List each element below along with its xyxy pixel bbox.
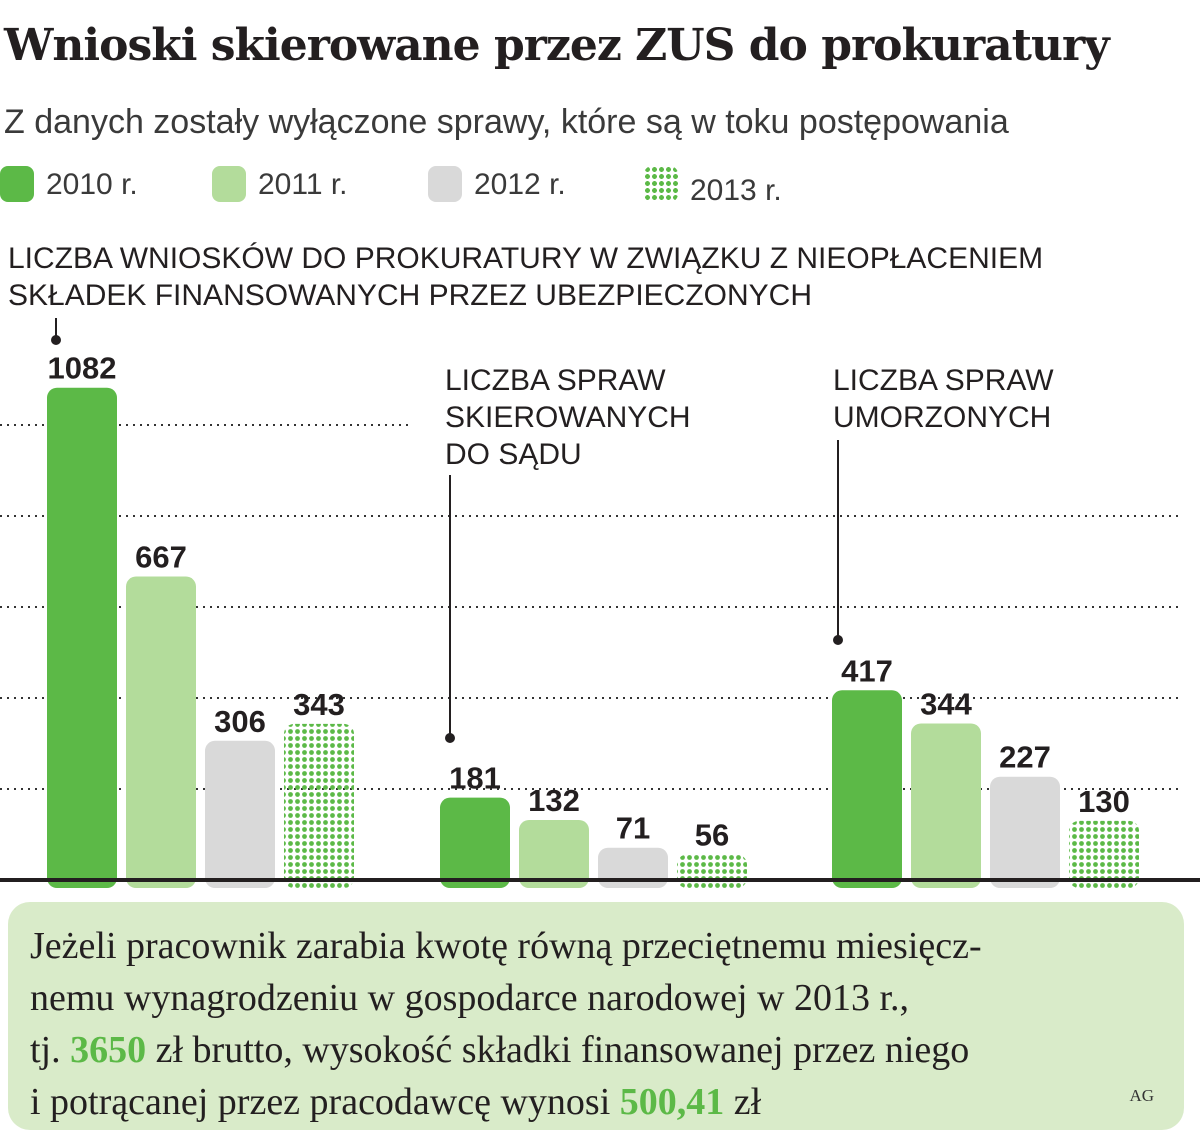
group-label-1-line-2: SKŁADEK FINANSOWANYCH PRZEZ UBEZPIECZONY… xyxy=(8,279,812,312)
value-label-group-1-2012: 306 xyxy=(214,704,266,739)
info-line-4-suffix: zł xyxy=(724,1081,762,1123)
legend-label-2010: 2010 r. xyxy=(46,168,138,201)
group-label-2-line-1: LICZBA SPRAW xyxy=(445,364,666,397)
value-label-group-2-2013: 56 xyxy=(695,818,729,853)
bar-group-3-2010 xyxy=(832,690,902,888)
value-label-group-1-2011: 667 xyxy=(135,540,187,575)
group-label-2-line-3: DO SĄDU xyxy=(445,438,582,471)
group-label-1-line-1: LICZBA WNIOSKÓW DO PROKURATURY W ZWIĄZKU… xyxy=(8,242,1043,275)
bar-group-2-2010 xyxy=(440,797,510,888)
bar-group-2-2012 xyxy=(598,847,668,888)
info-line-3: tj. 3650 zł brutto, wysokość składki fin… xyxy=(30,1024,1174,1076)
info-line-4-prefix: i potrącanej przez pracodawcę wynosi xyxy=(30,1081,620,1123)
legend-swatch-2010 xyxy=(0,166,34,202)
info-line-4: i potrącanej przez pracodawcę wynosi 500… xyxy=(30,1076,1174,1128)
bar-group-2-2013 xyxy=(677,854,747,888)
legend-label-2012: 2012 r. xyxy=(474,168,566,201)
value-label-group-2-2011: 132 xyxy=(528,783,580,818)
subtitle: Z danych zostały wyłączone sprawy, które… xyxy=(4,103,1009,141)
info-line-1: Jeżeli pracownik zarabia kwotę równą prz… xyxy=(30,925,982,967)
bar-group-3-2011 xyxy=(911,723,981,888)
leader-line-court-dot xyxy=(445,733,455,743)
bar-group-1-2013 xyxy=(284,723,354,888)
page-title: Wnioski skierowane przez ZUS do prokurat… xyxy=(4,20,1110,71)
info-line-3-suffix: zł brutto, wysokość składki finansowanej… xyxy=(146,1029,970,1071)
bar-group-2-2011 xyxy=(519,819,589,888)
value-label-group-2-2012: 71 xyxy=(616,811,650,846)
bar-chart: LICZBA WNIOSKÓW DO PROKURATURY W ZWIĄZKU… xyxy=(0,242,1200,888)
value-label-group-3-2010: 417 xyxy=(841,653,893,688)
group-label-3-line-2: UMORZONYCH xyxy=(833,401,1051,434)
bar-group-3-2013 xyxy=(1069,820,1139,888)
info-line-2: nemu wynagrodzeniu w gospodarce narodowe… xyxy=(30,977,910,1019)
legend: 2010 r. 2011 r. 2012 r. 2013 r. xyxy=(0,162,1200,212)
group-label-2-line-2: SKIEROWANYCH xyxy=(445,401,691,434)
credit: AG xyxy=(1129,1086,1154,1105)
group-label-3-line-1: LICZBA SPRAW xyxy=(833,364,1054,397)
legend-swatch-2013 xyxy=(644,166,678,202)
salary-amount: 3650 xyxy=(70,1029,147,1071)
legend-label-2013: 2013 r. xyxy=(690,174,782,207)
bar-group-1-2010 xyxy=(47,387,117,888)
info-box: Jeżeli pracownik zarabia kwotę równą prz… xyxy=(8,902,1184,1130)
leader-line-discontinued-dot xyxy=(833,635,843,645)
bar-group-3-2012 xyxy=(990,776,1060,888)
value-label-group-3-2012: 227 xyxy=(999,740,1051,775)
bar-group-1-2012 xyxy=(205,740,275,888)
value-label-group-1-2013: 343 xyxy=(293,687,345,722)
leader-line-requests-dot xyxy=(51,335,61,345)
value-label-group-1-2010: 1082 xyxy=(48,351,117,386)
value-label-group-2-2010: 181 xyxy=(449,761,501,796)
info-line-3-prefix: tj. xyxy=(30,1029,71,1071)
value-label-group-3-2011: 344 xyxy=(920,686,972,721)
legend-label-2011: 2011 r. xyxy=(258,168,348,201)
value-label-group-3-2013: 130 xyxy=(1078,784,1130,819)
contribution-amount: 500,41 xyxy=(619,1081,725,1123)
legend-swatch-2012 xyxy=(428,166,462,202)
legend-swatch-2011 xyxy=(212,166,246,202)
bar-group-1-2011 xyxy=(126,576,196,888)
